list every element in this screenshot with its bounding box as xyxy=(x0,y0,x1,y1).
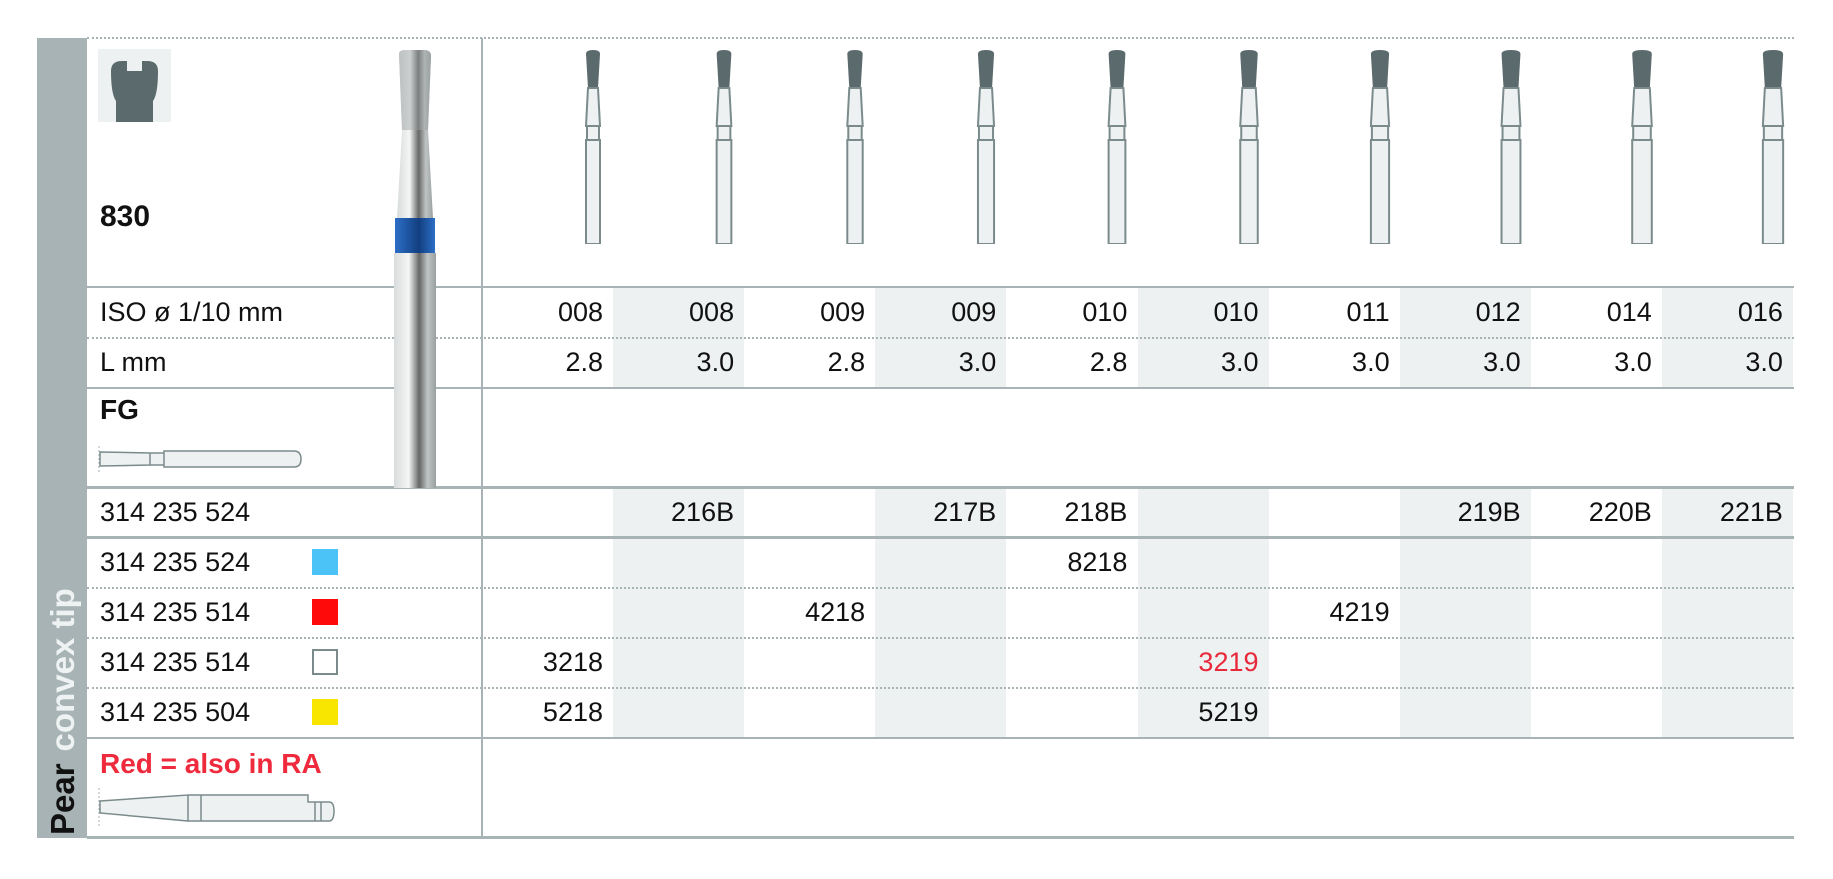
iso-value: 012 xyxy=(1475,297,1521,327)
order-number[interactable]: 4219 xyxy=(1329,597,1390,627)
diamond-burr-photo xyxy=(394,50,436,488)
tooth-cavity-icon xyxy=(98,49,171,122)
order-number[interactable]: 5219 xyxy=(1198,697,1259,727)
length-value: 3.0 xyxy=(1352,347,1390,377)
length-value: 3.0 xyxy=(696,347,735,377)
order-number[interactable]: 4218 xyxy=(805,597,866,627)
ra-shank-icon xyxy=(98,788,335,826)
order-number[interactable]: 5218 xyxy=(542,697,603,727)
divider xyxy=(87,637,1794,639)
divider xyxy=(87,737,1794,739)
burr-illustration xyxy=(1238,50,1259,244)
divider xyxy=(87,37,1794,39)
length-value: 2.8 xyxy=(565,347,603,377)
order-reference: 314 235 524 xyxy=(100,547,251,577)
divider xyxy=(87,536,1794,539)
iso-value: 008 xyxy=(557,297,603,327)
color-swatch xyxy=(312,699,338,725)
burr-illustration xyxy=(1369,50,1390,244)
burr-illustration xyxy=(1107,50,1127,244)
column-divider xyxy=(481,38,483,838)
iso-value: 010 xyxy=(1213,297,1259,327)
length-value: 2.8 xyxy=(827,347,866,377)
burr-illustration xyxy=(977,50,996,244)
fg-shank-icon xyxy=(98,446,302,474)
color-swatch xyxy=(312,549,338,575)
burr-illustration xyxy=(1761,50,1785,244)
column-shade xyxy=(1399,488,1531,738)
shank-type: FG xyxy=(100,394,139,425)
order-number[interactable]: 3219 xyxy=(1198,647,1259,677)
length-label: L mm xyxy=(100,347,167,377)
divider xyxy=(87,337,1794,339)
divider xyxy=(87,486,1794,489)
column-shade xyxy=(1137,488,1269,738)
divider xyxy=(87,836,1794,839)
column-shade xyxy=(875,488,1007,738)
burr-illustration xyxy=(715,50,733,244)
order-reference: 314 235 514 xyxy=(100,597,251,627)
color-swatch xyxy=(312,649,338,675)
column-shade xyxy=(613,488,745,738)
divider xyxy=(87,387,1794,389)
order-number[interactable]: 216B xyxy=(671,497,735,527)
order-reference: 314 235 514 xyxy=(100,647,251,677)
order-reference: 314 235 524 xyxy=(100,497,251,527)
burr-illustration xyxy=(1630,50,1653,244)
order-number[interactable]: 220B xyxy=(1588,497,1652,527)
burr-illustration xyxy=(846,50,864,244)
iso-value: 009 xyxy=(951,297,997,327)
shape-subtitle: convex tip xyxy=(44,588,81,752)
shape-name: Pear xyxy=(44,763,81,835)
length-value: 3.0 xyxy=(1745,347,1783,377)
order-number[interactable]: 8218 xyxy=(1067,547,1128,577)
iso-value: 011 xyxy=(1346,297,1390,327)
length-value: 3.0 xyxy=(1614,347,1652,377)
product-number: 830 xyxy=(100,200,151,233)
iso-value: 010 xyxy=(1082,297,1128,327)
iso-value: 008 xyxy=(689,297,735,327)
length-value: 3.0 xyxy=(1220,347,1259,377)
shape-label: Pear convex tip xyxy=(44,588,82,835)
iso-value: 014 xyxy=(1606,297,1652,327)
iso-value: 016 xyxy=(1737,297,1783,327)
burr-illustration xyxy=(1500,50,1522,244)
order-number[interactable]: 217B xyxy=(933,497,997,527)
order-number[interactable]: 219B xyxy=(1457,497,1521,527)
column-shade xyxy=(1661,488,1793,738)
length-value: 3.0 xyxy=(1483,347,1521,377)
iso-label: ISO ø 1/10 mm xyxy=(100,297,284,327)
order-number[interactable]: 3218 xyxy=(542,647,603,677)
length-value: 2.8 xyxy=(1089,347,1128,377)
order-number[interactable]: 218B xyxy=(1064,497,1128,527)
iso-value: 009 xyxy=(820,297,866,327)
order-reference: 314 235 504 xyxy=(100,697,251,727)
burr-illustration xyxy=(584,50,602,244)
ra-note: Red = also in RA xyxy=(100,748,322,779)
color-swatch xyxy=(312,599,338,625)
length-value: 3.0 xyxy=(958,347,997,377)
side-band xyxy=(37,38,87,838)
divider xyxy=(87,286,1794,288)
divider xyxy=(87,587,1794,589)
order-number[interactable]: 221B xyxy=(1719,497,1783,527)
divider xyxy=(87,687,1794,689)
